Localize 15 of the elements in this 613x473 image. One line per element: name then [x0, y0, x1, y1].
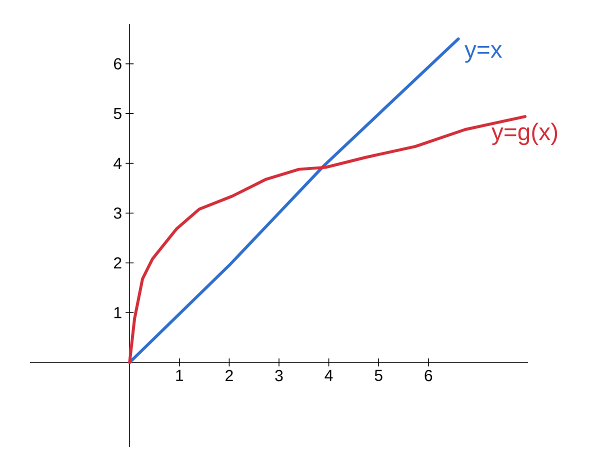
series-label: y=g(x) [492, 122, 558, 146]
series-label: y=x [464, 45, 502, 63]
x-tick-label: 5 [374, 370, 382, 382]
x-tick-label: 4 [324, 370, 333, 381]
line-series [128, 37, 460, 364]
y-tick-label: 1 [114, 307, 122, 318]
y-tick-label: 3 [114, 207, 122, 219]
x-tick-label: 3 [275, 370, 283, 382]
y-tick-label: 4 [114, 158, 122, 169]
y-tick-label: 5 [114, 108, 122, 120]
y-tick-label: 6 [114, 58, 122, 70]
y-tick-label: 2 [114, 257, 122, 268]
x-tick-label: 6 [424, 370, 432, 382]
x-tick-label: 1 [176, 370, 184, 381]
x-tick-label: 2 [226, 370, 233, 382]
